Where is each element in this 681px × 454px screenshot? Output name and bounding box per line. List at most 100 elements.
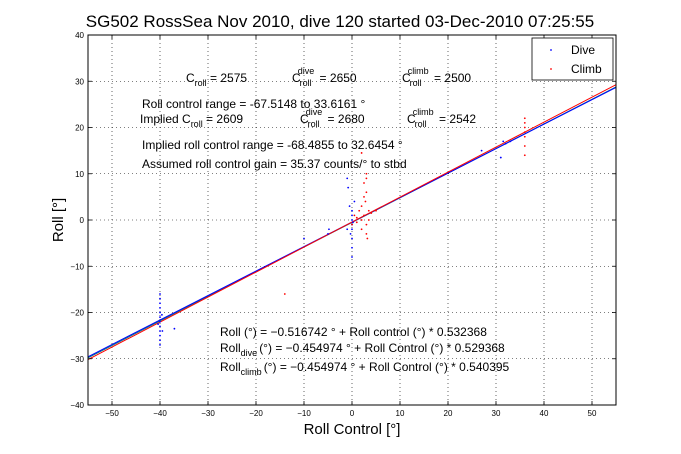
climb-point	[364, 200, 367, 203]
climb-point	[355, 221, 358, 224]
x-tick-label: −40	[153, 409, 167, 418]
dive-point	[349, 232, 352, 235]
climb-point	[360, 152, 363, 154]
y-tick-label: 0	[80, 216, 85, 225]
dive-point	[159, 311, 161, 314]
implied-c-roll-dive-value: 2680	[338, 112, 365, 126]
x-tick-label: 20	[444, 409, 453, 418]
fit-lines	[87, 84, 617, 361]
x-tick-label: 50	[588, 409, 597, 418]
dive-point	[351, 219, 353, 221]
legend-marker-climb	[550, 68, 552, 70]
implied-c-roll-climb-value: 2542	[449, 112, 476, 126]
y-tick-label: −10	[70, 262, 84, 271]
fit-equation-dive: Rolldive (°) = −0.454974 ° + Roll Control…	[220, 341, 505, 358]
dive-point	[499, 156, 502, 159]
x-tick-label: −50	[105, 409, 119, 418]
dive-point	[159, 339, 161, 342]
roll-control-range: Roll control range = -67.5148 to 33.6161…	[142, 97, 365, 111]
dive-point	[346, 177, 349, 180]
climb-point	[523, 126, 526, 129]
fit-line-2	[87, 84, 617, 361]
climb-point	[523, 135, 526, 138]
dive-point	[351, 214, 353, 217]
fit-equation-all: Roll (°) = −0.516742 ° + Roll control (°…	[220, 325, 487, 339]
dive-point	[351, 228, 353, 231]
climb-point	[363, 195, 365, 198]
climb-point	[523, 117, 526, 120]
climb-point	[365, 232, 368, 235]
data-points	[157, 117, 526, 346]
dive-point	[159, 320, 161, 323]
annotations: Croll = 2575 Crolldive = 2650 Crollclimb…	[140, 66, 510, 377]
climb-point	[283, 293, 286, 295]
legend-label-climb: Climb	[571, 62, 602, 76]
implied-c-roll-climb-annotation: Crollclimb = 2542	[407, 107, 476, 129]
climb-point	[523, 121, 526, 124]
legend-marker-dive	[550, 49, 552, 51]
y-tick-label: −20	[70, 309, 84, 318]
legend: Dive Climb	[531, 37, 614, 81]
legend-label-dive: Dive	[571, 43, 595, 57]
dive-point	[351, 256, 353, 258]
climb-point	[523, 154, 526, 157]
dive-point	[480, 149, 483, 152]
dive-point	[351, 246, 353, 249]
climb-point	[351, 223, 353, 226]
climb-point	[370, 212, 373, 214]
c-roll-dive-value: 2650	[330, 71, 357, 85]
dive-point	[502, 140, 505, 143]
dive-point	[327, 232, 329, 235]
climb-point	[367, 209, 370, 212]
dive-point	[159, 330, 161, 332]
fit-dive-sub: dive	[241, 348, 258, 358]
dive-point	[504, 142, 507, 145]
x-tick-label: −30	[201, 409, 215, 418]
dive-point	[352, 221, 354, 224]
y-axis-label: Roll [°]	[50, 198, 67, 242]
dive-point	[348, 205, 351, 208]
climb-point	[365, 172, 368, 175]
dive-point	[351, 209, 353, 212]
climb-point	[363, 214, 365, 217]
dive-point	[161, 330, 164, 332]
climb-point	[360, 205, 363, 208]
x-tick-label: 30	[492, 409, 501, 418]
dive-point	[159, 293, 161, 295]
c-roll-dive-annotation: Crolldive = 2650	[292, 66, 357, 88]
axis-ticks: −50 −40 −30 −20 −10 0 10 20 30 40 50 −40 −30 −20 −10 0 1…	[70, 31, 616, 418]
climb-point	[365, 191, 368, 194]
c-roll-climb-value: 2500	[444, 71, 471, 85]
dive-point	[351, 237, 353, 240]
y-tick-label: 30	[75, 77, 84, 86]
legend-box	[531, 37, 614, 81]
implied-c-roll-dive-annotation: Crolldive = 2680	[300, 107, 365, 129]
climb-point	[353, 214, 356, 217]
fit-climb-rhs: (°) = −0.454974 ° + Roll Control (°) * 0…	[264, 360, 510, 374]
x-tick-label: 40	[540, 409, 549, 418]
implied-range: Implied roll control range = -68.4855 to…	[142, 138, 403, 152]
chart-title: SG502 RossSea Nov 2010, dive 120 started…	[86, 12, 594, 31]
dive-point	[303, 237, 305, 240]
fit-climb-sub: climb	[241, 367, 262, 377]
dive-point	[159, 306, 161, 309]
climb-point	[375, 209, 377, 212]
dive-point	[159, 302, 161, 305]
dive-point	[346, 228, 349, 231]
y-tick-label: −40	[70, 401, 84, 410]
x-tick-label: 0	[350, 409, 355, 418]
fit-dive-lhs: Roll	[220, 341, 241, 355]
y-tick-label: 40	[75, 31, 84, 40]
dive-point	[353, 200, 356, 203]
climb-point	[360, 228, 363, 231]
y-tick-label: −30	[70, 355, 84, 364]
c-roll-value: 2575	[220, 71, 247, 85]
climb-point	[355, 216, 358, 219]
fit-equation-climb: Rollclimb (°) = −0.454974 ° + Roll Contro…	[220, 360, 510, 377]
roll-control-gain: Assumed roll control gain = 35.37 counts…	[142, 157, 407, 171]
dive-point	[159, 325, 161, 328]
x-tick-label: 10	[396, 409, 405, 418]
climb-point	[358, 209, 361, 212]
climb-point	[360, 219, 363, 221]
fit-climb-lhs: Roll	[220, 360, 241, 374]
